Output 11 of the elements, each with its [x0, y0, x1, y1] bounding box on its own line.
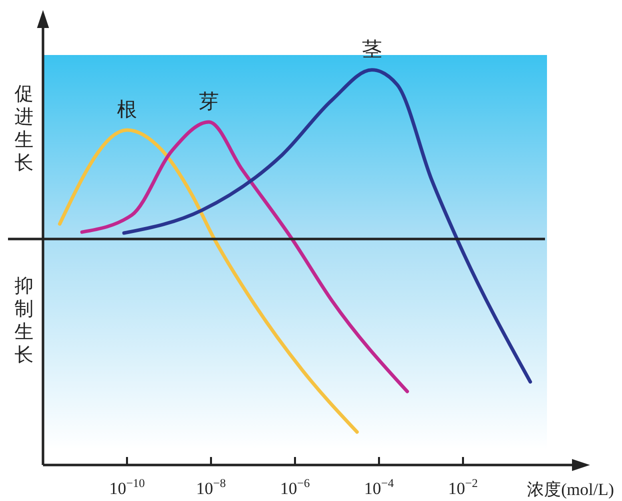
x-tick-label: 10$^{−10}$ — [109, 476, 145, 498]
text: 抑制生长 — [14, 275, 34, 366]
x-tick-label: 10$^{−2}$ — [448, 476, 478, 498]
series-label: 根 — [117, 96, 137, 121]
series-label: 芽 — [198, 89, 219, 114]
x-tick-label: 10$^{−8}$ — [196, 476, 226, 498]
x-tick-label: 10$^{−6}$ — [280, 476, 310, 498]
series-label: 茎 — [362, 36, 382, 61]
x-axis-title: 浓度(mol/L) — [527, 480, 614, 499]
text: 促进生长 — [14, 83, 34, 174]
x-tick-label: 10$^{−4}$ — [364, 476, 394, 498]
